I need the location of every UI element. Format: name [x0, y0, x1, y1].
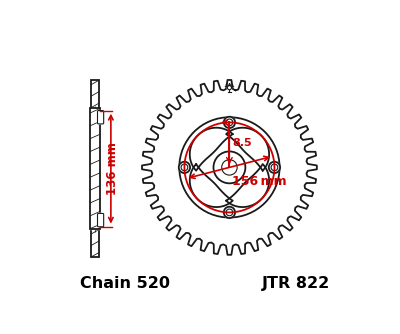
Circle shape [142, 80, 317, 255]
Circle shape [269, 162, 280, 173]
Circle shape [179, 162, 190, 173]
Polygon shape [226, 128, 269, 171]
Bar [91, 80, 98, 258]
Text: JTR 822: JTR 822 [262, 276, 330, 291]
Circle shape [227, 86, 232, 90]
Text: Chain 520: Chain 520 [80, 276, 170, 291]
Text: 156 mm: 156 mm [232, 175, 287, 188]
Polygon shape [226, 164, 269, 207]
Bar [90, 108, 100, 229]
Circle shape [224, 117, 235, 128]
Text: 136 mm: 136 mm [106, 142, 120, 195]
Bar [90, 108, 100, 229]
Bar [91, 80, 98, 258]
Circle shape [214, 151, 245, 183]
Polygon shape [190, 164, 233, 207]
FancyBboxPatch shape [98, 111, 104, 124]
Polygon shape [142, 80, 317, 255]
Circle shape [224, 207, 235, 218]
Circle shape [179, 117, 280, 217]
Text: 8.5: 8.5 [232, 138, 252, 148]
Polygon shape [190, 128, 233, 171]
FancyBboxPatch shape [98, 213, 104, 227]
